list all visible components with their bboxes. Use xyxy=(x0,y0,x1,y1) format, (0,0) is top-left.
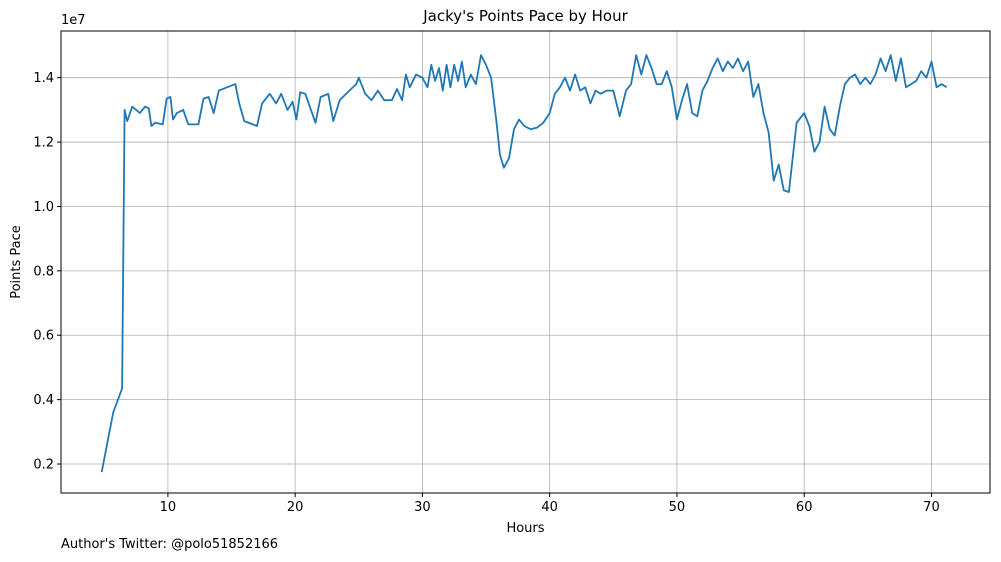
author-footer: Author's Twitter: @polo51852166 xyxy=(61,537,279,552)
y-tick-label: 1.4 xyxy=(33,71,54,86)
series-line xyxy=(100,54,948,473)
x-tick-label: 30 xyxy=(414,500,431,515)
x-tick-label: 70 xyxy=(923,500,940,515)
x-tick-label: 60 xyxy=(796,500,813,515)
chart-title: Jacky's Points Pace by Hour xyxy=(422,7,628,25)
y-axis-label: Points Pace xyxy=(9,225,24,299)
y-tick-label: 0.4 xyxy=(33,393,54,408)
x-tick-label: 20 xyxy=(287,500,304,515)
y-axis-ticks: 0.2 0.4 0.6 0.8 1.0 1.2 1.4 xyxy=(33,71,61,473)
y-multiplier-label: 1e7 xyxy=(61,13,86,28)
x-tick-label: 50 xyxy=(669,500,686,515)
x-tick-label: 40 xyxy=(541,500,558,515)
line-chart: 10 20 30 40 50 60 70 0.2 0.4 0.6 0.8 1.0 1.2 1.4 1e7… xyxy=(9,7,991,536)
y-tick-label: 0.2 xyxy=(33,458,54,473)
plot-area-background xyxy=(61,31,990,493)
x-tick-label: 10 xyxy=(160,500,177,515)
plot-frame xyxy=(60,30,991,494)
series-group xyxy=(100,54,948,473)
grid-lines xyxy=(61,31,990,493)
y-tick-label: 1.2 xyxy=(33,136,54,151)
y-tick-label: 0.8 xyxy=(33,264,54,279)
y-tick-label: 0.6 xyxy=(33,329,54,344)
x-axis-label: Hours xyxy=(506,521,544,536)
x-axis-ticks: 10 20 30 40 50 60 70 xyxy=(160,493,940,515)
y-tick-label: 1.0 xyxy=(33,200,54,215)
